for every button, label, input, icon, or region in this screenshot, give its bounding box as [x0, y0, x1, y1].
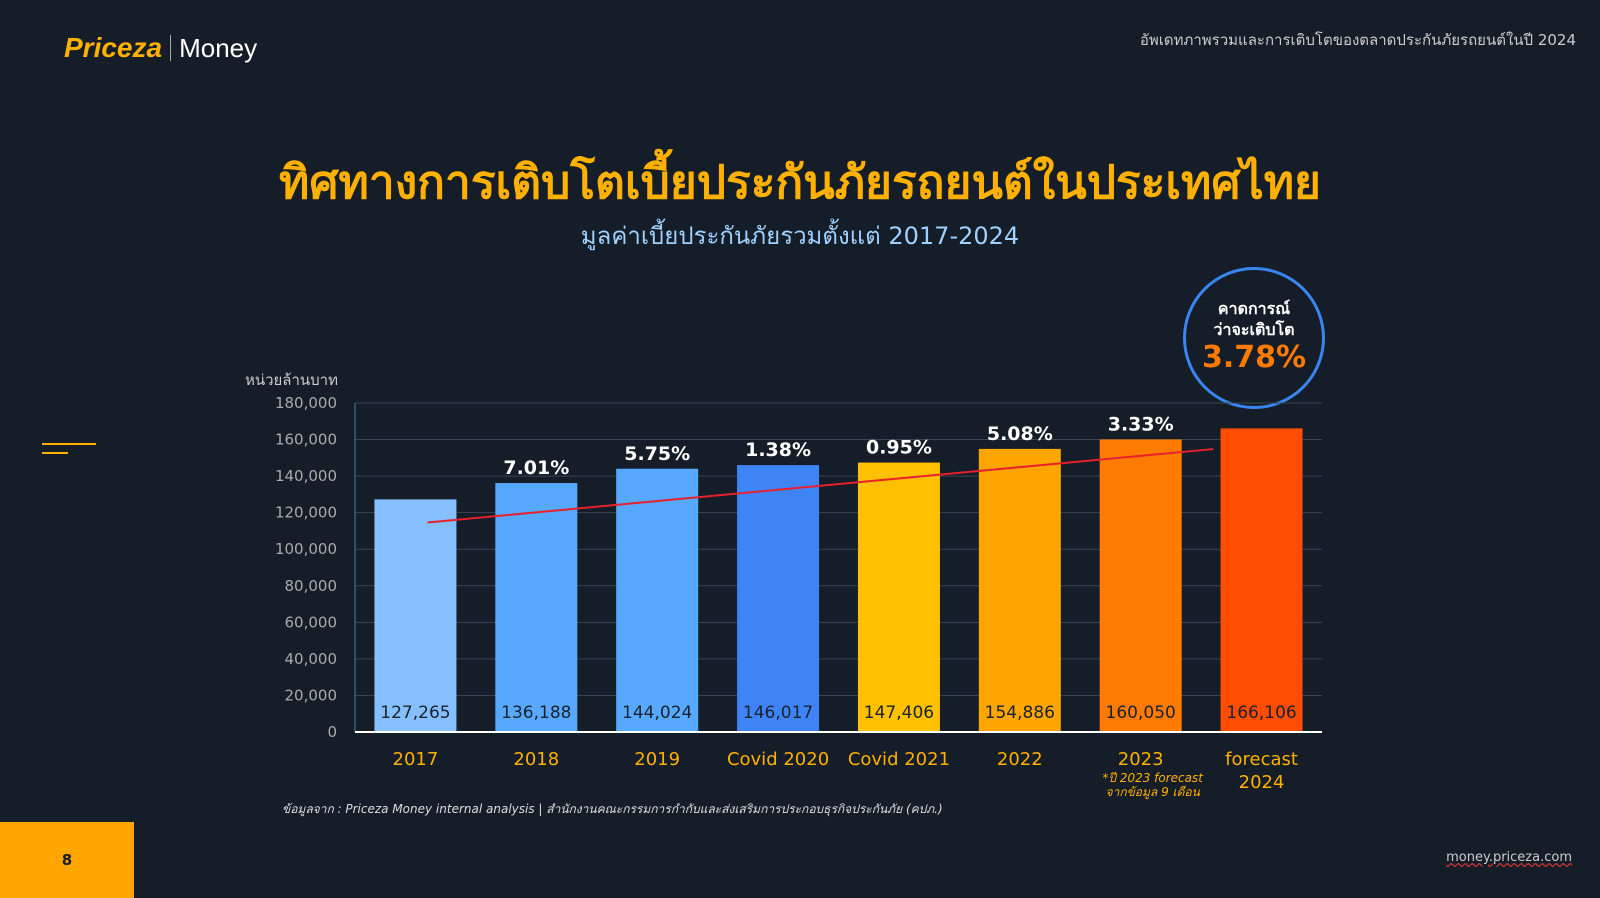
website-link[interactable]: money.priceza.com: [1446, 850, 1572, 865]
x-tick-label: 2019: [634, 749, 680, 770]
y-tick-label: 40,000: [285, 650, 338, 668]
growth-label: 3.33%: [1108, 413, 1174, 435]
decorative-line: [42, 443, 96, 445]
x-tick-label: 2024: [1239, 772, 1285, 793]
bar: [374, 499, 457, 732]
y-axis-label: หน่วยล้านบาท: [245, 371, 338, 389]
x-tick-label: Covid 2020: [727, 749, 829, 770]
brand-name: Priceza: [64, 32, 163, 63]
callout-line2: ว่าจะเติบโต: [1213, 320, 1295, 339]
bar-value-label: 144,024: [622, 703, 692, 723]
y-tick-label: 160,000: [275, 431, 337, 449]
bar-value-label: 160,050: [1106, 703, 1176, 723]
bar-value-label: 154,886: [985, 703, 1055, 723]
x-tick-label: 2018: [513, 749, 559, 770]
bar-value-label: 146,017: [743, 703, 813, 723]
slide-title: ทิศทางการเติบโตเบี้ยประกันภัยรถยนต์ในประ…: [279, 155, 1321, 209]
y-tick-label: 0: [327, 723, 337, 741]
logo-divider: [170, 35, 172, 61]
source-note: ข้อมูลจาก : Priceza Money internal analy…: [282, 802, 943, 816]
decorative-line: [42, 452, 68, 454]
bar-value-label: 127,265: [380, 703, 450, 723]
callout-line1: คาดการณ์: [1217, 299, 1291, 318]
y-tick-label: 120,000: [275, 504, 337, 522]
page-number: 8: [0, 822, 134, 898]
x-tick-note: *ปี 2023 forecast: [1102, 771, 1204, 785]
bar-value-label: 166,106: [1226, 703, 1296, 723]
x-tick-label: Covid 2021: [848, 749, 950, 770]
bar: [495, 483, 578, 732]
growth-label: 0.95%: [866, 437, 932, 459]
bar: [857, 462, 940, 732]
y-tick-label: 80,000: [285, 577, 338, 595]
growth-label: 7.01%: [503, 457, 569, 479]
bar-value-label: 147,406: [864, 703, 934, 723]
slide-subtitle: มูลค่าเบี้ยประกันภัยรวมตั้งแต่ 2017-2024: [580, 222, 1020, 250]
bar: [978, 448, 1061, 732]
y-tick-label: 140,000: [275, 467, 337, 485]
forecast-callout: คาดการณ์ ว่าจะเติบโต 3.78%: [1183, 267, 1325, 409]
trend-line: [427, 448, 1214, 524]
growth-label: 1.38%: [745, 439, 811, 461]
x-tick-label: forecast: [1225, 749, 1298, 770]
y-tick-label: 20,000: [285, 686, 338, 704]
bar: [1099, 439, 1182, 732]
y-tick-label: 100,000: [275, 540, 337, 558]
x-tick-note: จากข้อมูล 9 เดือน: [1106, 785, 1201, 800]
product-name: Money: [179, 32, 258, 63]
logo: Priceza Money: [64, 32, 257, 64]
bar: [616, 468, 699, 732]
growth-label: 5.08%: [987, 423, 1053, 445]
bar-value-label: 136,188: [501, 703, 571, 723]
bar: [1220, 428, 1303, 732]
y-tick-label: 60,000: [285, 613, 338, 631]
x-tick-label: 2023: [1118, 749, 1164, 770]
x-tick-label: 2017: [393, 749, 439, 770]
bar: [737, 465, 820, 732]
slide-header-text: อัพเดทภาพรวมและการเติบโตของตลาดประกันภัย…: [1139, 31, 1576, 49]
callout-value: 3.78%: [1201, 340, 1307, 375]
x-tick-label: 2022: [997, 749, 1043, 770]
growth-label: 5.75%: [624, 443, 690, 465]
y-tick-label: 180,000: [275, 394, 337, 412]
